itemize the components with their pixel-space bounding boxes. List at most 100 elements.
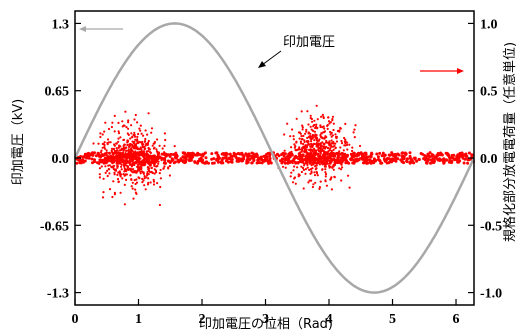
discharge-point bbox=[141, 171, 145, 174]
discharge-point bbox=[150, 166, 153, 169]
discharge-point bbox=[103, 147, 107, 150]
discharge-point bbox=[324, 152, 327, 155]
discharge-point bbox=[148, 159, 151, 162]
discharge-point bbox=[310, 152, 313, 155]
discharge-point bbox=[354, 124, 357, 127]
discharge-point bbox=[118, 145, 121, 148]
discharge-point bbox=[375, 152, 379, 156]
discharge-point bbox=[466, 158, 470, 162]
discharge-point bbox=[462, 161, 466, 165]
discharge-point bbox=[121, 177, 124, 180]
discharge-point bbox=[341, 153, 344, 156]
discharge-point bbox=[133, 133, 136, 137]
discharge-point bbox=[392, 157, 396, 161]
discharge-point bbox=[325, 184, 328, 187]
discharge-point bbox=[196, 151, 200, 155]
discharge-point bbox=[144, 188, 147, 191]
discharge-point bbox=[141, 181, 144, 184]
discharge-point bbox=[268, 157, 272, 160]
discharge-point bbox=[324, 168, 327, 171]
discharge-point bbox=[130, 185, 133, 188]
discharge-point bbox=[346, 161, 349, 164]
discharge-point bbox=[136, 142, 139, 145]
discharge-point bbox=[250, 161, 254, 165]
discharge-point bbox=[299, 159, 302, 162]
discharge-point bbox=[113, 144, 116, 147]
discharge-point bbox=[306, 139, 309, 143]
discharge-point bbox=[117, 137, 120, 140]
discharge-point bbox=[300, 165, 303, 168]
discharge-point bbox=[340, 163, 343, 166]
discharge-point bbox=[409, 156, 412, 160]
discharge-point bbox=[117, 151, 120, 154]
discharge-point bbox=[196, 159, 200, 163]
discharge-point bbox=[330, 188, 333, 191]
discharge-point bbox=[401, 151, 405, 155]
discharge-point bbox=[327, 152, 330, 155]
discharge-point bbox=[107, 159, 110, 162]
discharge-point bbox=[133, 140, 136, 143]
discharge-point bbox=[132, 147, 136, 150]
discharge-point bbox=[224, 151, 228, 155]
discharge-point bbox=[216, 160, 220, 164]
x-tick-label: 3 bbox=[262, 312, 269, 327]
discharge-point bbox=[226, 157, 229, 161]
discharge-point bbox=[133, 131, 136, 134]
discharge-point bbox=[460, 155, 464, 159]
discharge-point bbox=[286, 154, 290, 158]
discharge-point bbox=[139, 146, 142, 149]
discharge-point bbox=[168, 174, 171, 177]
discharge-point bbox=[413, 157, 417, 161]
discharge-point bbox=[120, 168, 123, 171]
discharge-point bbox=[431, 153, 435, 157]
discharge-point bbox=[136, 157, 139, 160]
discharge-point bbox=[127, 119, 130, 122]
discharge-point bbox=[353, 136, 356, 139]
discharge-point bbox=[322, 115, 325, 119]
discharge-point bbox=[214, 151, 218, 155]
discharge-point bbox=[189, 158, 193, 162]
discharge-point bbox=[318, 163, 321, 166]
discharge-point bbox=[349, 152, 353, 156]
discharge-point bbox=[313, 139, 316, 142]
discharge-point bbox=[257, 156, 260, 160]
discharge-point bbox=[329, 178, 332, 181]
discharge-point bbox=[162, 167, 165, 170]
discharge-point bbox=[166, 159, 170, 163]
discharge-point bbox=[94, 154, 98, 158]
discharge-point bbox=[334, 155, 337, 158]
discharge-point bbox=[302, 168, 305, 171]
discharge-point bbox=[326, 141, 329, 144]
discharge-point bbox=[149, 181, 152, 184]
discharge-point bbox=[316, 127, 319, 130]
discharge-point bbox=[324, 179, 327, 182]
discharge-point bbox=[445, 158, 449, 162]
discharge-point bbox=[168, 164, 171, 168]
discharge-point bbox=[203, 151, 207, 155]
discharge-point bbox=[340, 168, 343, 171]
discharge-point bbox=[283, 133, 286, 136]
discharge-point bbox=[133, 143, 136, 147]
discharge-point bbox=[136, 165, 139, 168]
discharge-point bbox=[140, 167, 143, 171]
discharge-point bbox=[298, 153, 301, 156]
discharge-point bbox=[325, 145, 328, 148]
discharge-point bbox=[246, 155, 250, 159]
discharge-point bbox=[408, 151, 412, 155]
discharge-point bbox=[321, 168, 324, 171]
discharge-point bbox=[129, 143, 132, 146]
discharge-point bbox=[116, 178, 120, 181]
discharge-point bbox=[131, 181, 134, 184]
discharge-point bbox=[156, 138, 159, 141]
discharge-point bbox=[149, 151, 152, 154]
discharge-point bbox=[135, 178, 138, 181]
discharge-point bbox=[419, 152, 423, 155]
discharge-point bbox=[106, 154, 109, 157]
discharge-point bbox=[136, 121, 139, 124]
discharge-point bbox=[293, 143, 296, 146]
discharge-point bbox=[245, 158, 249, 162]
discharge-point bbox=[401, 160, 405, 164]
discharge-point bbox=[302, 154, 305, 157]
discharge-point bbox=[81, 155, 85, 159]
